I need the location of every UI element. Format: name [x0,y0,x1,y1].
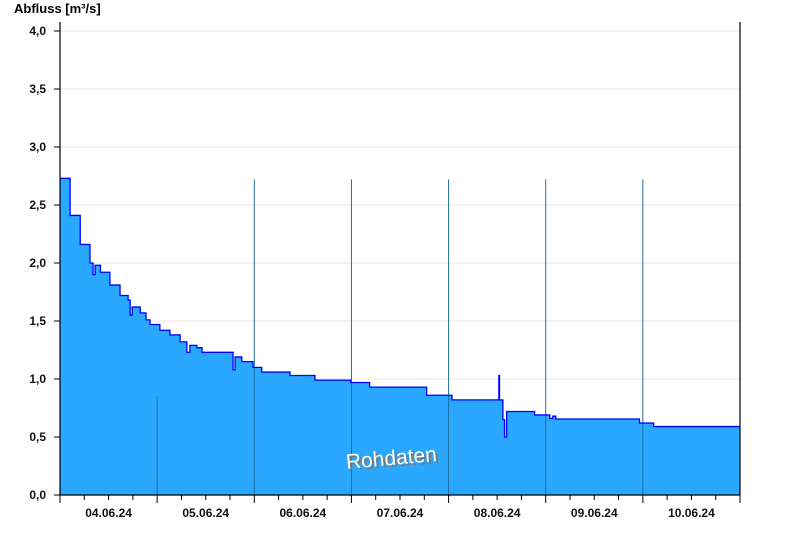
y-tick-label: 3,5 [29,82,46,96]
y-tick-label: 1,5 [29,314,46,328]
y-tick-label: 2,0 [29,256,46,270]
y-tick-label: 4,0 [29,24,46,38]
y-tick-label: 0,0 [29,488,46,502]
x-tick-labels: 04.06.24 05.06.24 06.06.24 07.06.24 08.06.24… [85,506,715,520]
y-tick-labels: 0,0 0,5 1,0 1,5 2,0 2,5 3,0 3,5 4,0 [29,24,46,502]
day-separators [156,179,644,495]
x-tick-label: 09.06.24 [571,506,618,520]
x-tick-label: 06.06.24 [279,506,326,520]
x-tick-label: 08.06.24 [474,506,521,520]
x-tick-label: 05.06.24 [182,506,229,520]
y-tick-label: 2,5 [29,198,46,212]
x-tick-label: 07.06.24 [377,506,424,520]
y-tick-label: 1,0 [29,372,46,386]
y-tick-label: 3,0 [29,140,46,154]
y-tick-label: 0,5 [29,430,46,444]
discharge-line [60,177,740,438]
x-tick-label: 04.06.24 [85,506,132,520]
discharge-area [60,178,740,495]
axes [54,22,741,503]
y-axis-title: Abfluss [m³/s] [14,1,101,16]
x-tick-label: 10.06.24 [668,506,715,520]
